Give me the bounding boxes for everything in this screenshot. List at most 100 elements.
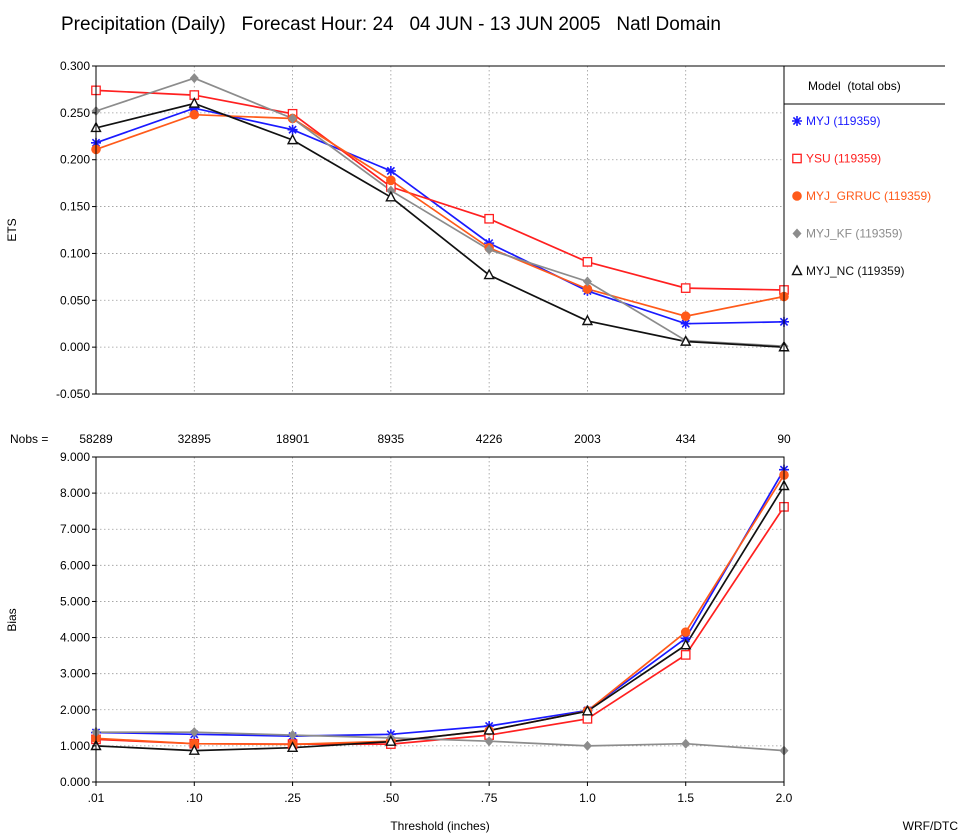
ets-point-myj_kf — [484, 244, 494, 255]
ets-point-myj_kf — [288, 113, 298, 124]
bias-markers — [90, 464, 790, 756]
bias-point-myj_kf — [189, 727, 199, 738]
bias-y-tick-label: 0.000 — [60, 775, 90, 789]
bias-point-myj_nc — [680, 638, 692, 650]
ets-point-myj_nc — [286, 133, 299, 145]
ets-point-myj_kf — [386, 185, 396, 196]
credit-label: WRF/DTC — [903, 819, 959, 833]
ets-point-myj_nc — [483, 268, 495, 280]
ets-plot-frame — [95, 65, 785, 395]
bias-y-tick-label: 6.000 — [60, 558, 90, 572]
ets-point-myj_grruc — [189, 109, 200, 120]
bias-point-myj — [680, 633, 691, 644]
ets-point-myj — [189, 103, 200, 114]
x-tick-label: 2.0 — [776, 791, 793, 805]
ets-y-tick-label: 0.100 — [60, 246, 90, 260]
ets-point-myj — [680, 318, 691, 329]
bias-point-myj_kf — [681, 738, 691, 749]
nobs-values: 58289 32895 18901 8935 4226 2003 434 90 — [79, 432, 791, 446]
ets-line-myj — [95, 107, 785, 325]
chart-title: Precipitation (Daily) Forecast Hour: 24 … — [61, 14, 721, 35]
ets-point-myj_nc — [188, 96, 200, 108]
ets-point-myj — [385, 165, 396, 176]
x-tick-label: .25 — [284, 791, 301, 805]
legend-label-myj_nc: MYJ_NC (119359) — [806, 264, 904, 278]
legend: Model (total obs) MYJ (119359) YSU (11935… — [784, 65, 945, 278]
ets-line-myj_kf — [95, 77, 785, 348]
bias-y-ticks: 9.000 8.000 7.000 6.000 5.000 4.000 3.000 2.000… — [60, 450, 96, 789]
bias-point-myj_nc — [385, 735, 397, 746]
ets-gridlines — [96, 66, 784, 394]
bias-plot-frame — [95, 456, 785, 783]
legend-label-myj: MYJ (119359) — [806, 114, 880, 128]
bias-panel: 9.000 8.000 7.000 6.000 5.000 4.000 3.000 2.000… — [5, 450, 793, 833]
bias-y-tick-label: 8.000 — [60, 486, 90, 500]
nobs-value: 58289 — [79, 432, 113, 446]
ets-y-tick-label: 0.150 — [60, 200, 90, 214]
ets-y-tick-label: -0.050 — [56, 387, 90, 401]
bias-point-ysu — [680, 650, 691, 660]
ets-point-ysu — [680, 283, 691, 293]
ets-point-myj_nc — [581, 314, 594, 326]
bias-y-tick-label: 1.000 — [60, 739, 90, 753]
ets-y-tick-label: 0.200 — [60, 153, 90, 167]
x-axis-ticks: .01 .10 .25 .50 .75 1.0 1.5 2.0 — [88, 782, 793, 805]
ets-point-ysu — [484, 213, 494, 224]
legend-marker-myj_nc — [791, 264, 803, 276]
x-tick-label: .50 — [383, 791, 400, 805]
legend-marker-myj — [792, 116, 802, 126]
x-axis-label: Threshold (inches) — [390, 819, 489, 833]
nobs-value: 90 — [777, 432, 791, 446]
bias-point-myj_kf — [582, 740, 592, 751]
ets-point-myj_kf — [189, 73, 199, 84]
bias-line-myj_grruc — [95, 474, 785, 746]
ets-point-myj_grruc — [680, 311, 691, 322]
ets-line-ysu — [95, 89, 785, 291]
legend-marker-ysu — [792, 153, 802, 164]
nobs-value: 8935 — [378, 432, 405, 446]
bias-y-tick-label: 4.000 — [60, 631, 90, 645]
legend-label-ysu: YSU (119359) — [806, 152, 881, 166]
ets-point-myj_nc — [385, 190, 397, 202]
ets-point-myj_nc — [680, 335, 692, 346]
ets-y-ticks: 0.300 0.250 0.200 0.150 0.100 0.050 0.000 -0.05… — [56, 59, 96, 401]
nobs-value: 2003 — [574, 432, 601, 446]
ets-y-axis-label: ETS — [5, 218, 19, 241]
bias-point-myj_nc — [286, 741, 299, 752]
bias-gridlines — [96, 457, 784, 782]
bias-point-myj_nc — [483, 723, 495, 735]
legend-title: Model (total obs) — [808, 79, 901, 93]
ets-y-tick-label: 0.250 — [60, 106, 90, 120]
legend-label-myj_grruc: MYJ_GRRUC (119359) — [806, 189, 931, 203]
bias-point-myj_kf — [484, 736, 494, 747]
bias-line-ysu — [95, 506, 785, 745]
bias-point-myj_nc — [188, 744, 200, 755]
ets-line-myj_nc — [95, 102, 785, 348]
legend-marker-myj_grruc — [792, 191, 802, 201]
bias-point-myj_nc — [581, 704, 594, 716]
bias-y-axis-label: Bias — [5, 608, 19, 631]
bias-line-myj_nc — [95, 485, 785, 752]
bias-point-myj_kf — [288, 730, 298, 741]
nobs-value: 18901 — [276, 432, 310, 446]
ets-y-tick-label: 0.050 — [60, 293, 90, 307]
x-tick-label: 1.5 — [677, 791, 694, 805]
x-tick-label: .75 — [481, 791, 498, 805]
x-tick-label: 1.0 — [579, 791, 596, 805]
ets-line-myj_grruc — [95, 113, 785, 318]
ets-point-myj_kf — [582, 276, 592, 287]
x-tick-label: .10 — [186, 791, 203, 805]
bias-y-tick-label: 9.000 — [60, 450, 90, 464]
bias-line-myj_kf — [96, 731, 785, 752]
ets-y-tick-label: 0.300 — [60, 59, 90, 73]
x-tick-label: .01 — [88, 791, 105, 805]
bias-y-tick-label: 5.000 — [60, 594, 90, 608]
bias-line-myj — [95, 469, 785, 737]
ets-panel: 0.300 0.250 0.200 0.150 0.100 0.050 0.000 -0.05… — [5, 59, 790, 401]
bias-y-tick-label: 7.000 — [60, 522, 90, 536]
ets-point-myj_grruc — [386, 175, 396, 186]
ets-series-lines — [95, 77, 785, 348]
ets-markers — [90, 73, 790, 352]
legend-marker-myj_kf — [792, 228, 802, 239]
bias-point-myj_grruc — [680, 627, 691, 637]
